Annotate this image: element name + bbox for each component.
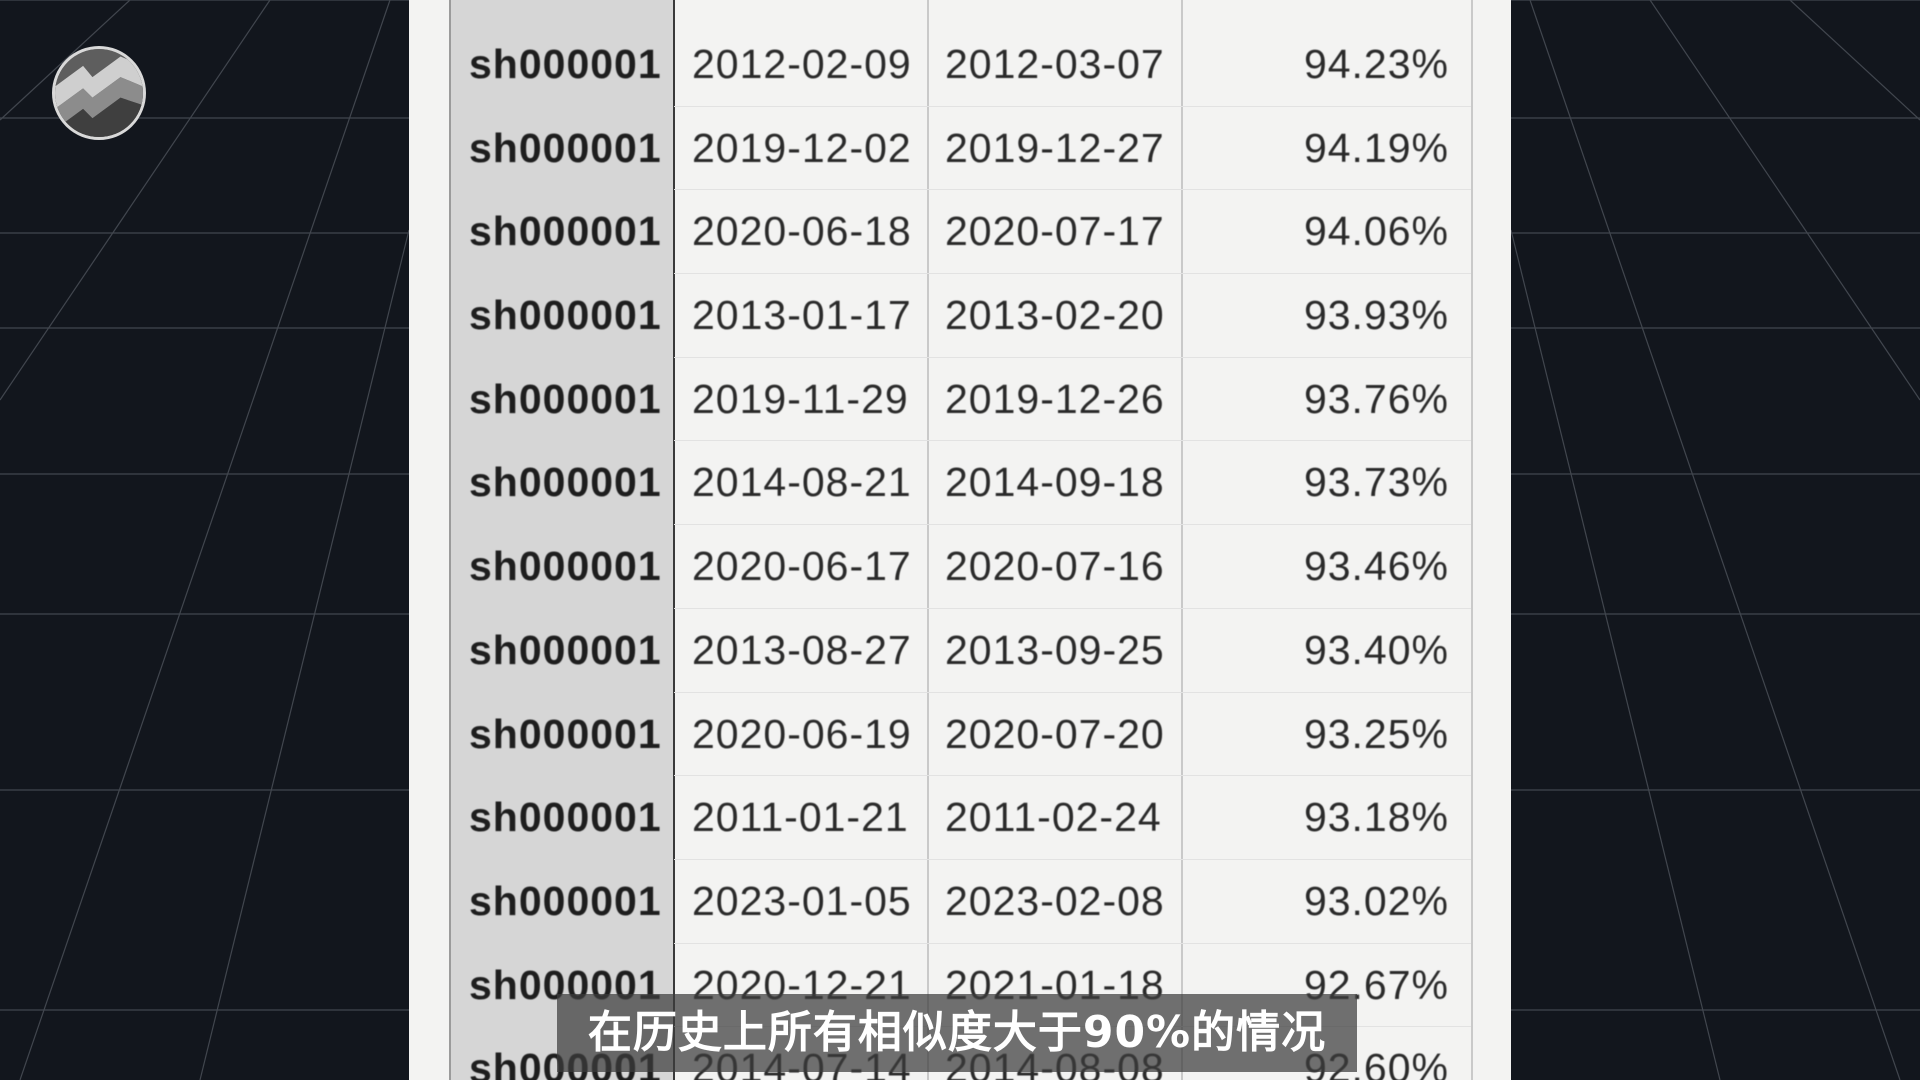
channel-logo-icon (52, 46, 146, 140)
table-row: sh000001 2019-12-02 2019-12-27 94.19% (409, 107, 1511, 191)
similarity-cell: 93.25% (1303, 710, 1449, 757)
similarity-cell: 94.06% (1303, 208, 1449, 255)
start-date-cell: 2023-01-05 (692, 877, 912, 924)
table-row: sh000001 2020-06-17 2020-07-16 93.46% (409, 525, 1511, 609)
similarity-cell: 93.76% (1303, 375, 1449, 422)
similarity-cell: 94.19% (1303, 124, 1449, 171)
similarity-table-panel: sh000001 2012-02-09 2012-03-07 94.23% sh… (409, 0, 1511, 1080)
stock-code-cell: sh000001 (469, 459, 662, 506)
table-row: sh000001 2013-01-17 2013-02-20 93.93% (409, 274, 1511, 358)
end-date-cell: 2023-02-08 (945, 877, 1165, 924)
end-date-cell: 2020-07-17 (945, 208, 1165, 255)
stock-code-cell: sh000001 (469, 41, 662, 87)
stock-code-cell: sh000001 (469, 208, 662, 255)
table-right-border (1471, 0, 1473, 1080)
table-row: sh000001 2014-08-21 2014-09-18 93.73% (409, 441, 1511, 525)
table-row: sh000001 2020-06-19 2020-07-20 93.25% (409, 693, 1511, 777)
end-date-cell: 2019-12-27 (945, 124, 1165, 171)
start-date-cell: 2013-08-27 (692, 626, 912, 673)
stock-code-cell: sh000001 (469, 710, 662, 757)
table-row: sh000001 2019-11-29 2019-12-26 93.76% (409, 358, 1511, 442)
table-row: sh000001 2020-06-18 2020-07-17 94.06% (409, 190, 1511, 274)
end-date-cell: 2011-02-24 (945, 794, 1162, 841)
start-date-cell: 2019-11-29 (692, 375, 909, 422)
table-row: sh000001 2011-01-21 2011-02-24 93.18% (409, 776, 1511, 860)
start-date-cell: 2013-01-17 (692, 292, 912, 339)
stock-code-cell: sh000001 (469, 794, 662, 841)
table-row: sh000001 2023-01-05 2023-02-08 93.02% (409, 860, 1511, 944)
similarity-cell: 94.23% (1303, 41, 1449, 87)
stock-code-cell: sh000001 (469, 124, 662, 171)
end-date-cell: 2019-12-26 (945, 375, 1165, 422)
code-column-divider (673, 0, 675, 1080)
end-date-cell: 2020-07-16 (945, 543, 1165, 590)
start-date-cell: 2011-01-21 (692, 794, 909, 841)
stock-code-cell: sh000001 (469, 877, 662, 924)
table-left-border (449, 0, 451, 1080)
end-date-cell: 2013-02-20 (945, 292, 1165, 339)
start-date-cell: 2020-06-18 (692, 208, 912, 255)
table-row: sh000001 2012-02-09 2012-03-07 94.23% (409, 23, 1511, 107)
end-date-cell: 2012-03-07 (945, 41, 1165, 87)
similarity-cell: 93.46% (1303, 543, 1449, 590)
end-date-cell: 2014-09-18 (945, 459, 1165, 506)
start-date-cell: 2020-06-19 (692, 710, 912, 757)
stock-code-cell: sh000001 (469, 626, 662, 673)
similarity-cell: 93.93% (1303, 292, 1449, 339)
similarity-cell: 93.02% (1303, 877, 1449, 924)
stock-code-cell: sh000001 (469, 375, 662, 422)
end-date-cell: 2013-09-25 (945, 626, 1165, 673)
end-date-cell: 2020-07-20 (945, 710, 1165, 757)
stock-code-cell: sh000001 (469, 543, 662, 590)
start-date-cell: 2012-02-09 (692, 41, 912, 87)
similarity-cell: 93.40% (1303, 626, 1449, 673)
code-column-background (449, 0, 674, 1080)
start-date-cell: 2014-08-21 (692, 459, 912, 506)
end-column-divider (1181, 0, 1183, 1080)
start-column-divider (927, 0, 929, 1080)
similarity-cell: 93.73% (1303, 459, 1449, 506)
start-date-cell: 2019-12-02 (692, 124, 912, 171)
start-date-cell: 2020-06-17 (692, 543, 912, 590)
stock-code-cell: sh000001 (469, 292, 662, 339)
video-subtitle: 在历史上所有相似度大于90%的情况 (557, 994, 1357, 1072)
table-body: sh000001 2012-02-09 2012-03-07 94.23% sh… (409, 23, 1511, 1080)
similarity-cell: 93.18% (1303, 794, 1449, 841)
table-row: sh000001 2013-08-27 2013-09-25 93.40% (409, 609, 1511, 693)
